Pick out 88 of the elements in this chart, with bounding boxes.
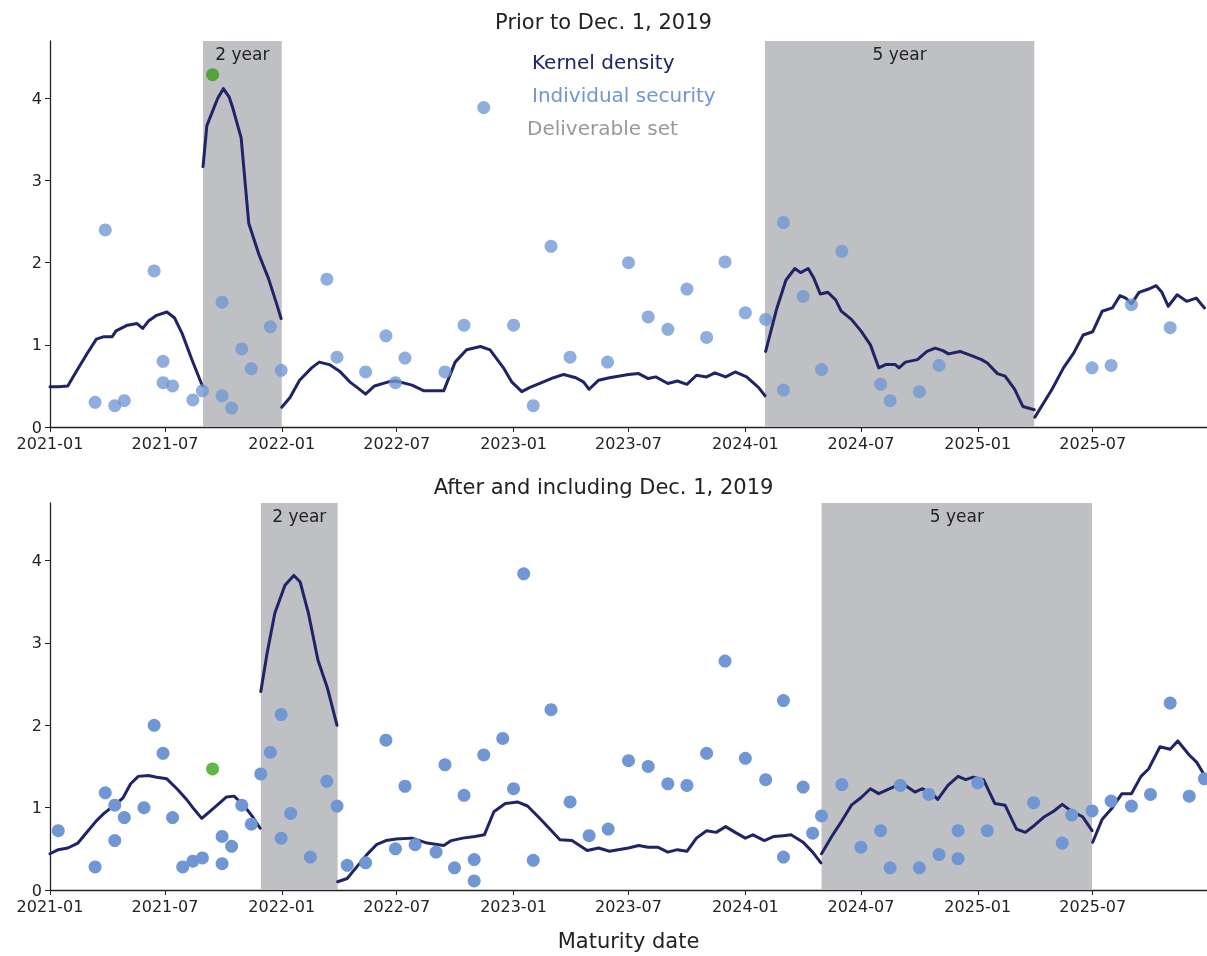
point bbox=[563, 350, 577, 364]
x-tick-label: 2025-01 bbox=[944, 433, 1012, 453]
point bbox=[1104, 358, 1118, 372]
point bbox=[206, 68, 220, 82]
point bbox=[147, 264, 161, 278]
point bbox=[718, 255, 732, 269]
point bbox=[225, 401, 239, 415]
band-label: 2 year bbox=[215, 43, 270, 64]
point bbox=[186, 393, 200, 407]
point bbox=[912, 385, 926, 399]
band-label: 5 year bbox=[872, 43, 927, 64]
point bbox=[98, 223, 112, 237]
point bbox=[700, 330, 714, 344]
point bbox=[117, 394, 131, 408]
point bbox=[195, 384, 209, 398]
y-tick-label: 1 bbox=[31, 335, 42, 355]
chart-title: Prior to Dec. 1, 2019 bbox=[495, 9, 712, 34]
point bbox=[215, 295, 229, 309]
point bbox=[398, 351, 412, 365]
annotation: Deliverable set bbox=[527, 116, 679, 140]
point bbox=[932, 358, 946, 372]
y-tick-label: 3 bbox=[31, 171, 42, 191]
chart-title: After and including Dec. 1, 2019 bbox=[433, 474, 774, 499]
x-tick-label: 2024-01 bbox=[711, 433, 779, 453]
point bbox=[388, 376, 402, 390]
x-tick-label: 2024-07 bbox=[827, 896, 895, 916]
point bbox=[544, 239, 558, 253]
band-label: 2 year bbox=[272, 505, 327, 526]
x-tick-label: 2023-07 bbox=[595, 433, 662, 453]
x-tick-label: 2022-01 bbox=[248, 433, 316, 453]
point bbox=[622, 256, 635, 270]
point bbox=[244, 362, 258, 376]
point bbox=[438, 365, 452, 379]
point bbox=[526, 399, 540, 413]
point bbox=[796, 289, 810, 303]
point bbox=[274, 363, 288, 377]
point bbox=[108, 399, 122, 413]
point bbox=[320, 272, 334, 286]
point bbox=[815, 363, 829, 377]
point bbox=[88, 395, 102, 409]
point bbox=[330, 350, 344, 364]
point bbox=[874, 377, 888, 391]
point bbox=[1124, 298, 1138, 312]
y-tick-label: 2 bbox=[31, 253, 42, 273]
point bbox=[263, 320, 277, 334]
point bbox=[477, 101, 491, 115]
x-tick-label: 2025-07 bbox=[1059, 433, 1127, 453]
x-tick-label: 2024-07 bbox=[827, 433, 895, 453]
point bbox=[601, 355, 615, 369]
point bbox=[507, 318, 521, 332]
y-tick-label: 1 bbox=[31, 798, 42, 818]
point bbox=[776, 383, 790, 397]
x-tick-label: 2022-07 bbox=[363, 433, 431, 453]
text: Individual security bbox=[532, 83, 716, 107]
point bbox=[1085, 361, 1099, 375]
point bbox=[883, 394, 897, 408]
point bbox=[1163, 321, 1177, 335]
point bbox=[235, 342, 249, 356]
point bbox=[156, 354, 170, 368]
x-tick-label: 2022-01 bbox=[248, 896, 316, 916]
point bbox=[776, 216, 790, 229]
point bbox=[759, 312, 773, 326]
x-tick-label: 2024-01 bbox=[711, 896, 779, 916]
point bbox=[661, 322, 675, 336]
point bbox=[359, 365, 373, 379]
text: Kernel density bbox=[532, 50, 675, 74]
x-tick-label: 2023-07 bbox=[595, 896, 662, 916]
y-tick-label: 4 bbox=[31, 551, 42, 571]
point bbox=[835, 244, 849, 258]
band-label: 5 year bbox=[929, 505, 984, 526]
point bbox=[680, 282, 694, 296]
y-tick-label: 2 bbox=[31, 715, 42, 735]
x-tick-label: 2023-01 bbox=[480, 433, 547, 453]
point bbox=[215, 389, 229, 403]
point bbox=[641, 310, 655, 324]
y-tick-label: 3 bbox=[31, 633, 42, 653]
x-tick-label: 2021-07 bbox=[131, 896, 199, 916]
point bbox=[457, 318, 471, 332]
x-tick-label: 2022-07 bbox=[363, 896, 431, 916]
x-axis-title: Maturity date bbox=[557, 928, 700, 953]
x-tick-label: 2021-07 bbox=[131, 433, 199, 453]
x-tick-label: 2025-01 bbox=[944, 896, 1012, 916]
x-tick-label: 2025-07 bbox=[1059, 896, 1127, 916]
point bbox=[379, 329, 393, 343]
x-tick-label: 2023-01 bbox=[480, 896, 547, 916]
point bbox=[166, 379, 180, 393]
point bbox=[738, 306, 752, 320]
y-tick-label: 4 bbox=[31, 88, 42, 108]
